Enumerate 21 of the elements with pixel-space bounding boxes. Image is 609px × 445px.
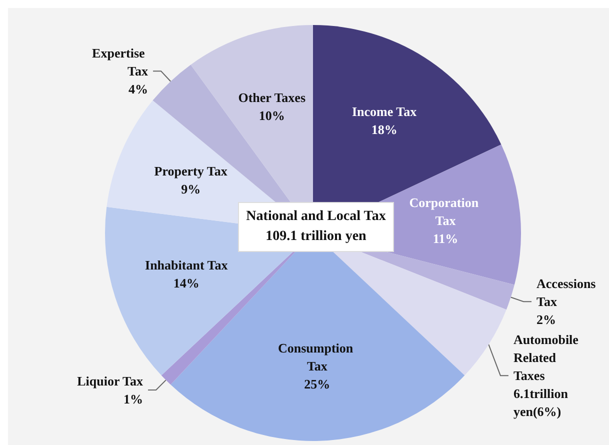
slice-label: Consumption Tax <box>278 340 356 374</box>
data-label: 25% <box>304 376 330 392</box>
data-label: 1% <box>124 391 144 406</box>
data-label: 2% <box>536 312 556 328</box>
slice-label: Expertise Tax <box>92 46 149 79</box>
slice-label: Income Tax <box>352 104 418 120</box>
data-label: 14% <box>173 276 200 291</box>
data-label: 6.1trillion yen(6%) <box>513 386 572 420</box>
text: National and Local Tax 109.1 trillion yen <box>245 208 387 246</box>
data-label: 10% <box>258 108 285 123</box>
slice-label: Automobile Related Taxes <box>513 332 582 384</box>
data-label: 9% <box>181 182 201 197</box>
data-label: 4% <box>128 82 148 97</box>
slice-label: Property Tax <box>154 164 228 179</box>
slice-label: Inhabitant Tax <box>145 258 228 273</box>
slice-label: Accessions Tax <box>536 276 599 310</box>
slice-label: Liquior Tax <box>77 373 144 388</box>
slice-label: Other Taxes <box>238 90 306 105</box>
data-label: 18% <box>371 122 398 138</box>
data-label: 11% <box>432 230 458 246</box>
slice-label: Corporation Tax <box>409 194 482 228</box>
